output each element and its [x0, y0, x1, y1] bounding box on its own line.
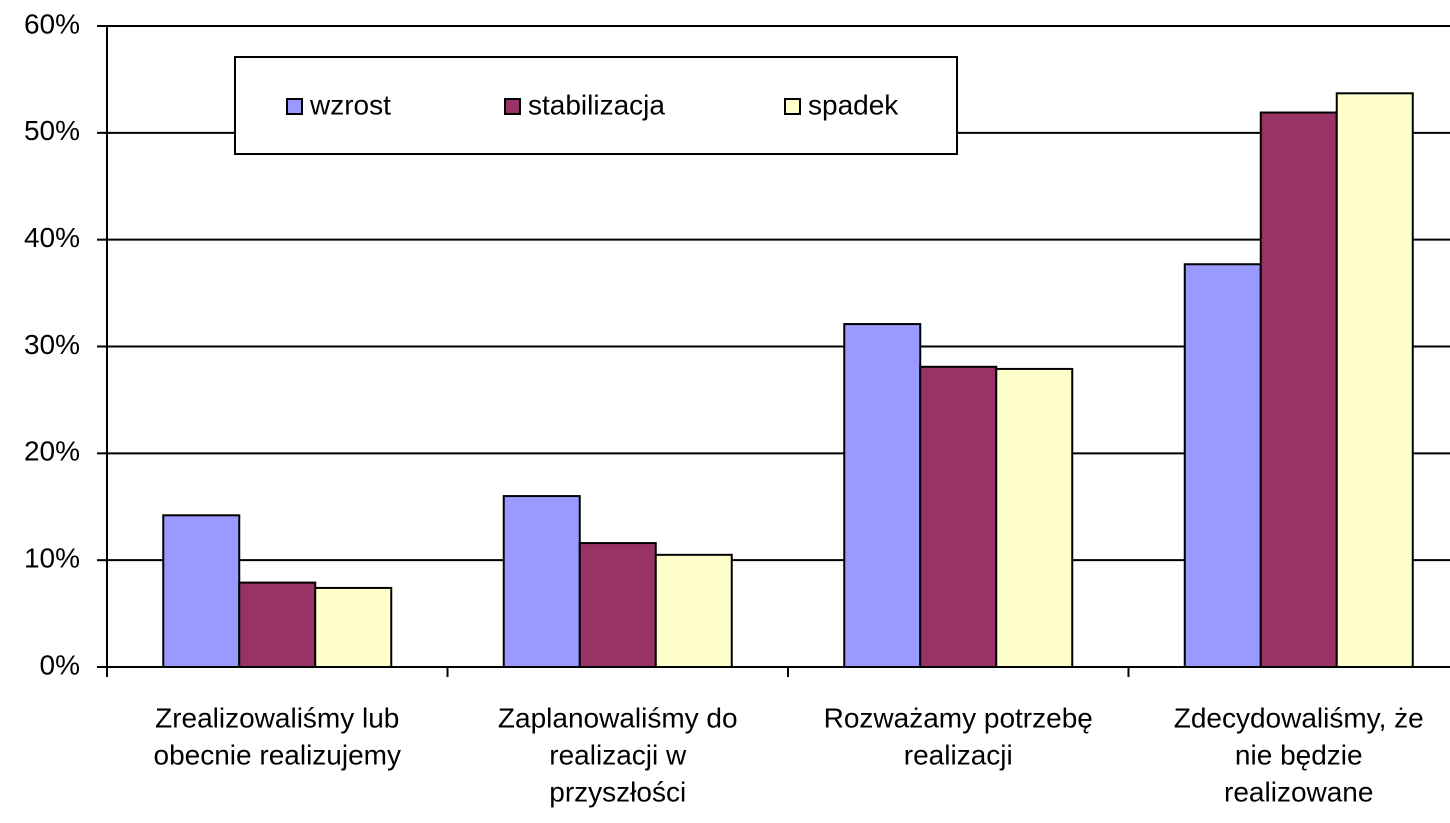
legend-label: spadek	[808, 89, 899, 120]
x-tick-label: nie będzie	[1235, 739, 1363, 770]
y-tick-label: 60%	[24, 8, 80, 39]
y-tick-label: 0%	[40, 649, 80, 680]
legend-box	[234, 56, 958, 155]
x-tick-label: Zdecydowaliśmy, że	[1174, 702, 1424, 733]
legend-swatch	[286, 98, 303, 115]
x-tick-label: Rozważamy potrzebę	[824, 702, 1093, 733]
bar	[654, 553, 733, 669]
y-tick-label: 10%	[24, 543, 80, 574]
x-tick-label: obecnie realizujemy	[154, 739, 401, 770]
x-tick-label: realizowane	[1224, 776, 1373, 807]
bar	[578, 542, 657, 668]
bar	[1259, 111, 1338, 669]
x-tick-label: realizacji w	[549, 739, 687, 770]
x-tick-label: przyszłości	[549, 776, 686, 807]
y-tick-label: 20%	[24, 436, 80, 467]
bar	[162, 514, 241, 669]
bar	[1183, 263, 1262, 668]
x-tick-label: Zaplanowaliśmy do	[498, 702, 738, 733]
legend-label: wzrost	[309, 89, 391, 120]
bar	[502, 495, 581, 669]
bar	[843, 323, 922, 668]
x-tick-label: realizacji	[904, 739, 1013, 770]
y-tick-label: 50%	[24, 115, 80, 146]
legend-swatch	[784, 98, 801, 115]
legend-swatch	[504, 98, 521, 115]
bar	[238, 581, 317, 669]
bar	[995, 367, 1074, 668]
bar	[1335, 92, 1414, 669]
bar	[314, 586, 393, 669]
y-tick-label: 30%	[24, 329, 80, 360]
x-tick-label: Zrealizowaliśmy lub	[155, 702, 399, 733]
y-tick-label: 40%	[24, 222, 80, 253]
legend-label: stabilizacja	[528, 89, 665, 120]
bar	[919, 365, 998, 668]
